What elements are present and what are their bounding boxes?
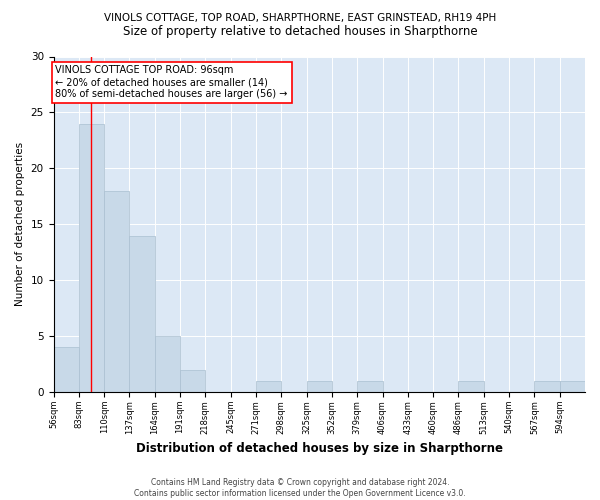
Bar — [180, 370, 205, 392]
Bar — [560, 381, 585, 392]
Text: Contains HM Land Registry data © Crown copyright and database right 2024.
Contai: Contains HM Land Registry data © Crown c… — [134, 478, 466, 498]
Bar — [357, 381, 383, 392]
Bar — [155, 336, 180, 392]
Bar — [79, 124, 104, 392]
Y-axis label: Number of detached properties: Number of detached properties — [15, 142, 25, 306]
Text: VINOLS COTTAGE TOP ROAD: 96sqm
← 20% of detached houses are smaller (14)
80% of : VINOLS COTTAGE TOP ROAD: 96sqm ← 20% of … — [55, 66, 288, 98]
Bar — [256, 381, 281, 392]
Bar — [53, 348, 79, 392]
X-axis label: Distribution of detached houses by size in Sharpthorne: Distribution of detached houses by size … — [136, 442, 503, 455]
Bar — [130, 236, 155, 392]
Text: Size of property relative to detached houses in Sharpthorne: Size of property relative to detached ho… — [122, 25, 478, 38]
Text: VINOLS COTTAGE, TOP ROAD, SHARPTHORNE, EAST GRINSTEAD, RH19 4PH: VINOLS COTTAGE, TOP ROAD, SHARPTHORNE, E… — [104, 12, 496, 22]
Bar — [535, 381, 560, 392]
Bar — [458, 381, 484, 392]
Bar — [307, 381, 332, 392]
Bar — [104, 191, 130, 392]
